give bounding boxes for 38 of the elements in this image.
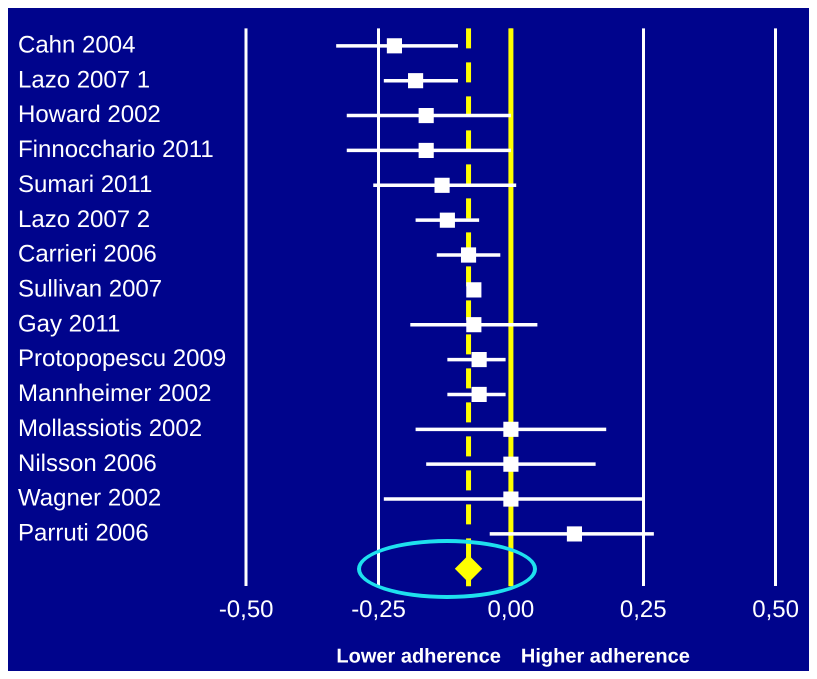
- x-tick-label: -0,25: [351, 596, 406, 624]
- point: [466, 282, 482, 298]
- y-tick-label: Carrieri 2006: [18, 240, 157, 268]
- y-tick-label: Mollassiotis 2002: [18, 414, 202, 442]
- x-tick-label: 0,25: [620, 596, 667, 624]
- point: [455, 555, 482, 582]
- text: Higher adherence: [520, 646, 690, 668]
- point: [440, 212, 455, 228]
- point: [472, 352, 487, 368]
- y-tick-label: Howard 2002: [18, 101, 161, 128]
- y-tick-label: Lazo 2007 2: [18, 206, 150, 233]
- y-tick-label: Finnocchario 2011: [18, 136, 214, 164]
- point: [386, 38, 402, 54]
- point: [503, 491, 518, 507]
- y-tick-label: Mannheimer 2002: [18, 380, 212, 408]
- point: [418, 108, 434, 124]
- point: [418, 142, 434, 158]
- point: [466, 317, 482, 332]
- point: [434, 178, 450, 193]
- y-tick-label: Protopopescu 2009: [18, 345, 226, 372]
- point: [472, 386, 487, 402]
- y-tick-label: Parruti 2006: [18, 520, 149, 547]
- point: [566, 526, 582, 542]
- y-tick-label: Nilsson 2006: [18, 450, 157, 477]
- y-tick-label: Cahn 2004: [18, 31, 136, 58]
- point: [503, 456, 518, 472]
- x-tick-label: 0,50: [752, 596, 800, 624]
- y-tick-label: Wagner 2002: [18, 484, 162, 512]
- y-tick-label: Lazo 2007 1: [18, 66, 150, 94]
- point: [503, 422, 518, 437]
- y-tick-label: Sullivan 2007: [18, 275, 162, 302]
- x-tick-label: -0,50: [218, 596, 274, 624]
- y-tick-label: Gay 2011: [18, 310, 120, 338]
- x-tick-label: 0,00: [488, 596, 534, 624]
- point: [460, 247, 476, 263]
- text: Lower adherence: [336, 646, 501, 668]
- y-tick-label: Sumari 2011: [18, 170, 152, 198]
- point: [408, 73, 424, 88]
